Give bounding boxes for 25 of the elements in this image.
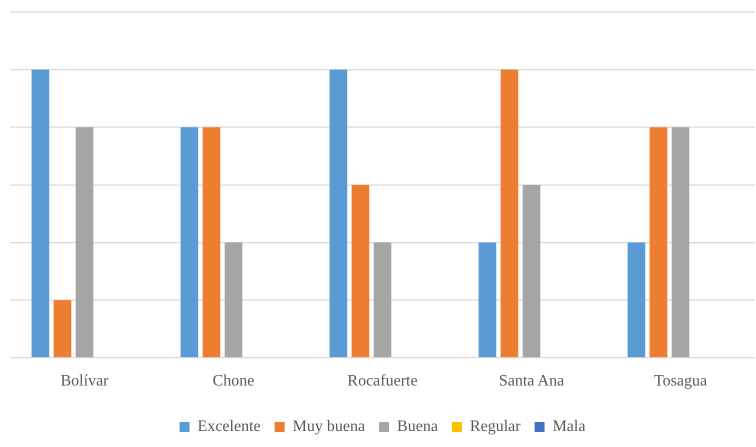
bar [180,127,198,358]
x-tick-label: Rocafuerte [347,372,418,390]
bar [650,127,668,358]
bar [202,127,220,358]
bar [478,242,496,358]
bar [374,242,392,358]
x-tick-label: Santa Ana [498,372,564,390]
bar [76,127,94,358]
legend-label: Buena [397,418,438,436]
x-tick-label: Tosagua [654,372,708,390]
bar [54,300,72,358]
bar [522,184,540,358]
bar [330,70,348,358]
bar [628,242,646,358]
bar [672,127,690,358]
legend-label: Regular [470,418,522,436]
bar [32,70,50,358]
x-tick-label: Chone [212,372,254,390]
x-tick-label: Bolívar [60,372,110,390]
bar [224,242,242,358]
legend-label: Muy buena [292,418,366,436]
legend-label: Excelente [198,418,261,436]
legend-label: Mala [552,418,586,436]
bar [500,70,518,358]
bar [352,184,370,358]
